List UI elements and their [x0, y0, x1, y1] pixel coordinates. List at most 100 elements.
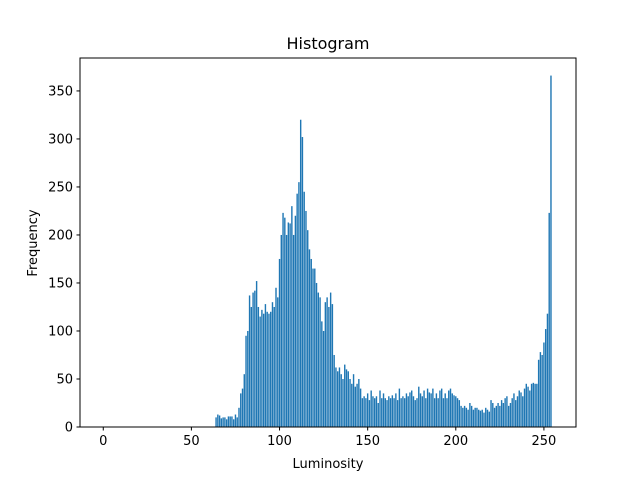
bars [215, 75, 552, 428]
bar [270, 311, 272, 427]
bar [299, 119, 302, 427]
bar [414, 400, 416, 427]
bar [356, 383, 358, 427]
bar [331, 304, 334, 427]
bar [361, 398, 364, 427]
bar [344, 364, 346, 427]
bar [490, 400, 492, 427]
bar [400, 398, 402, 427]
bar [363, 396, 365, 427]
bar [500, 400, 503, 427]
bar [310, 258, 312, 427]
bar [257, 306, 260, 427]
bar [386, 400, 388, 427]
bar [366, 393, 369, 427]
bar [374, 398, 376, 427]
bar [412, 396, 415, 427]
x-tick-label: 100 [267, 434, 292, 449]
bar [469, 402, 471, 427]
bar [261, 309, 263, 427]
bar [365, 398, 367, 427]
bar [523, 388, 526, 427]
bar [483, 412, 485, 427]
bar [389, 398, 392, 427]
bar [509, 402, 512, 427]
bar [488, 411, 490, 427]
bar [375, 396, 378, 427]
bar [544, 329, 547, 427]
bar [329, 292, 332, 427]
bar [522, 396, 524, 427]
bar [442, 398, 445, 427]
bar [548, 212, 550, 427]
bar [319, 297, 321, 427]
bar [381, 398, 383, 427]
bar [284, 217, 286, 427]
bar [227, 416, 230, 427]
bar [215, 417, 217, 427]
bar [474, 407, 476, 427]
bar [347, 371, 349, 427]
y-tick-label: 350 [48, 84, 73, 99]
bar [280, 234, 282, 427]
bar [338, 367, 341, 427]
bar [539, 352, 542, 427]
bar [266, 311, 268, 427]
bar [273, 306, 275, 427]
bar [262, 313, 265, 427]
bar [370, 390, 372, 427]
bar [333, 354, 335, 427]
bar [372, 396, 374, 427]
bar [499, 405, 501, 427]
bar [250, 306, 253, 427]
bar [321, 321, 323, 427]
bar [485, 407, 487, 427]
bar [268, 313, 270, 427]
bar [451, 393, 453, 427]
bar [247, 330, 249, 427]
bar [506, 396, 508, 427]
bar [243, 374, 245, 427]
bar [520, 392, 522, 427]
bar [492, 402, 494, 427]
bar [541, 354, 543, 427]
bar [241, 388, 244, 427]
bar [416, 398, 418, 427]
bar [435, 393, 438, 427]
bar [465, 407, 468, 427]
bar [271, 302, 274, 427]
bar [391, 395, 394, 427]
bar [324, 302, 327, 427]
bar [322, 330, 325, 427]
bar [486, 409, 489, 427]
bar [446, 398, 448, 427]
bar [291, 206, 293, 427]
bar [238, 407, 240, 427]
bar [444, 393, 446, 427]
bar [409, 392, 411, 427]
bar [507, 405, 510, 427]
bar [296, 193, 298, 427]
x-tick-label: 150 [355, 434, 380, 449]
bar [301, 137, 304, 427]
bar [317, 292, 320, 427]
bar [384, 398, 386, 427]
x-axis-label: Luminosity [293, 457, 364, 472]
bar [232, 419, 235, 427]
bar [340, 374, 342, 427]
bar [236, 417, 238, 427]
bar [220, 418, 223, 427]
bar [328, 306, 330, 427]
bar [294, 215, 297, 427]
bar [536, 383, 538, 427]
bar [224, 417, 226, 427]
bar [379, 390, 381, 427]
bar [402, 396, 404, 427]
bar [403, 398, 406, 427]
bar [479, 410, 482, 427]
bar [377, 402, 379, 427]
bar [240, 393, 242, 427]
bar [472, 409, 475, 427]
bar [312, 268, 314, 427]
bar [511, 398, 513, 427]
